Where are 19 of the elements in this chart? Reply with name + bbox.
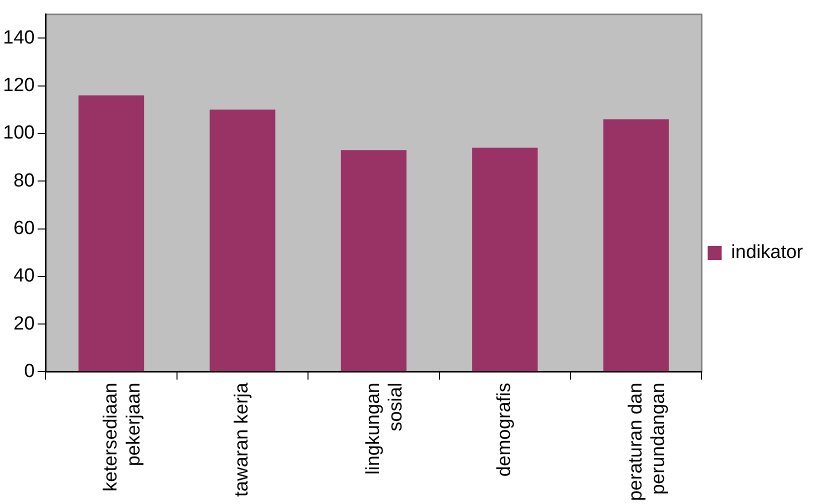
legend-label: indikator [731, 242, 804, 264]
bar [78, 95, 144, 372]
x-tick-label: ketersediaan pekerjaan [100, 382, 144, 492]
bar [210, 110, 276, 372]
y-tick-label: 0 [24, 360, 35, 382]
y-tick-label: 140 [3, 27, 35, 48]
y-tick-label: 60 [14, 218, 35, 240]
x-tick-label: demografis [494, 382, 516, 477]
y-tick-label: 100 [3, 122, 35, 144]
bar [472, 148, 538, 372]
bar [603, 119, 669, 372]
x-tick-label: lingkungan sosial [362, 382, 407, 475]
y-tick-label: 120 [3, 75, 35, 96]
bar [340, 150, 406, 372]
y-tick-label: 40 [14, 266, 35, 287]
y-tick-label: 20 [14, 313, 35, 334]
x-tick-label: peraturan dan perundangan [625, 382, 670, 502]
x-tick-label: tawaran kerja [232, 382, 253, 497]
y-tick-label: 80 [14, 170, 35, 192]
